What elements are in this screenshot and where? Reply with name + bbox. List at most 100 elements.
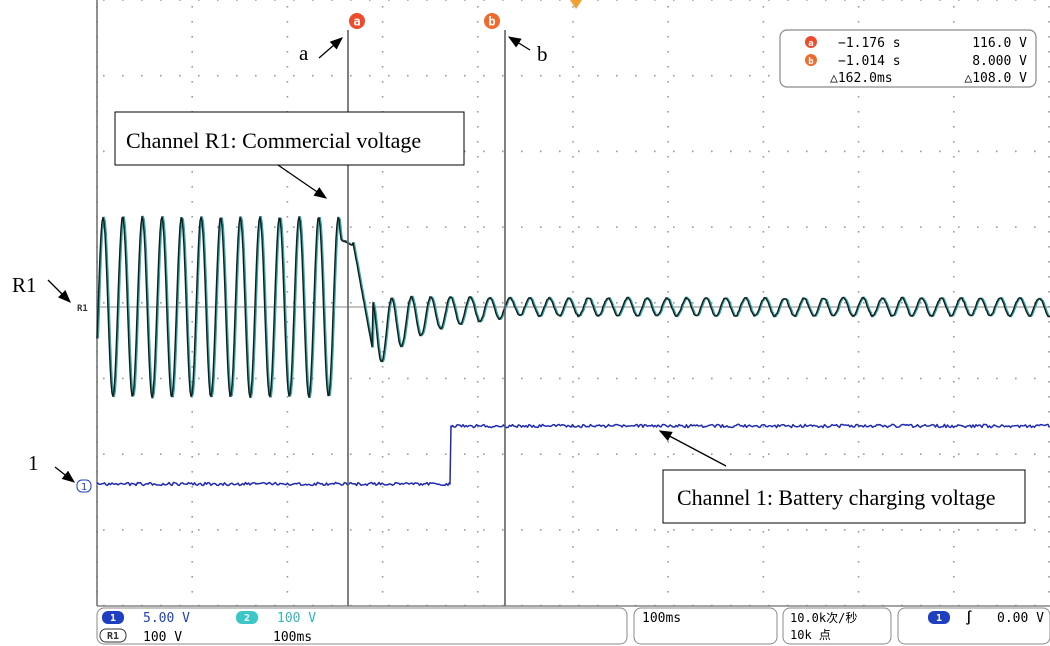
grid-dot — [667, 6, 669, 8]
grid-dot — [382, 96, 384, 98]
grid-dot — [287, 291, 289, 293]
grid-dot — [977, 0, 979, 1]
readout-a-time: −1.176 s — [838, 36, 901, 51]
grid-dot — [667, 276, 669, 278]
grid-dot — [572, 546, 574, 548]
grid-dot — [572, 36, 574, 38]
grid-dot — [477, 21, 479, 23]
trigger-position-marker[interactable] — [570, 0, 582, 9]
grid-dot — [191, 576, 193, 578]
readout-delta-time: △162.0ms — [830, 71, 893, 86]
grid-dot — [483, 226, 485, 228]
grid-dot — [977, 151, 979, 153]
grid-dot — [654, 529, 656, 531]
grid-dot — [578, 302, 580, 304]
grid-dot — [287, 456, 289, 458]
grid-dot — [179, 0, 181, 1]
readout-a-value: 116.0 V — [972, 36, 1027, 51]
r1-time-value: 100ms — [273, 630, 312, 645]
grid-dot — [953, 561, 955, 563]
grid-dot — [882, 529, 884, 531]
grid-dot — [768, 0, 770, 1]
grid-dot — [274, 226, 276, 228]
grid-dot — [477, 141, 479, 143]
grid-dot — [953, 411, 955, 413]
grid-dot — [350, 0, 352, 1]
grid-dot — [477, 531, 479, 533]
grid-dot — [806, 0, 808, 1]
grid-dot — [477, 51, 479, 53]
grid-dot — [1015, 378, 1017, 380]
grid-dot — [572, 291, 574, 293]
grid-dot — [578, 378, 580, 380]
grid-dot — [477, 516, 479, 518]
grid-dot — [293, 529, 295, 531]
grid-dot — [191, 171, 193, 173]
grid-dot — [141, 0, 143, 1]
grid-dot — [382, 231, 384, 233]
grid-dot — [953, 546, 955, 548]
grid-dot — [287, 411, 289, 413]
grid-dot — [287, 531, 289, 533]
grid-dot — [730, 151, 732, 153]
grid-dot — [844, 226, 846, 228]
grid-dot — [763, 411, 765, 413]
grid-dot — [464, 0, 466, 1]
ch1-level-marker[interactable]: 1 — [77, 480, 91, 493]
grid-dot — [369, 529, 371, 531]
r1-level-marker[interactable]: R1 — [77, 304, 88, 314]
grid-dot — [445, 226, 447, 228]
grid-dot — [331, 75, 333, 77]
grid-dot — [953, 291, 955, 293]
grid-dot — [293, 0, 295, 1]
grid-dot — [103, 302, 105, 304]
grid-dot — [572, 411, 574, 413]
grid-dot — [763, 396, 765, 398]
grid-dot — [572, 276, 574, 278]
grid-dot — [958, 151, 960, 153]
cursor-a-badge[interactable]: a — [349, 13, 365, 29]
grid-dot — [255, 529, 257, 531]
ch2-scale-value: 100 V — [277, 611, 316, 626]
grid-dot — [953, 156, 955, 158]
grid-dot — [236, 75, 238, 77]
cursor-b-badge[interactable]: b — [484, 13, 500, 29]
grid-dot — [858, 576, 860, 578]
grid-dot — [287, 486, 289, 488]
grid-dot — [141, 302, 143, 304]
grid-dot — [711, 529, 713, 531]
grid-dot — [635, 226, 637, 228]
grid-dot — [572, 66, 574, 68]
grid-dot — [844, 151, 846, 153]
grid-dot — [179, 75, 181, 77]
grid-dot — [654, 453, 656, 455]
grid-dot — [858, 246, 860, 248]
grid-dot — [763, 531, 765, 533]
grid-dot — [477, 111, 479, 113]
grid-dot — [350, 529, 352, 531]
grid-dot — [953, 111, 955, 113]
grid-dot — [191, 471, 193, 473]
grid-dot — [477, 261, 479, 263]
grid-dot — [287, 6, 289, 8]
grid-dot — [673, 226, 675, 228]
grid-dot — [654, 302, 656, 304]
grid-dot — [559, 226, 561, 228]
label-r1: R1 — [12, 273, 37, 297]
grid-dot — [407, 0, 409, 1]
grid-dot — [477, 216, 479, 218]
grid-dot — [312, 0, 314, 1]
grid-dot — [198, 378, 200, 380]
grid-dot — [806, 378, 808, 380]
grid-dot — [730, 226, 732, 228]
grid-dot — [236, 529, 238, 531]
grid-dot — [939, 226, 941, 228]
grid-dot — [953, 141, 955, 143]
grid-dot — [293, 226, 295, 228]
grid-dot — [578, 529, 580, 531]
grid-dot — [953, 21, 955, 23]
grid-dot — [572, 6, 574, 8]
grid-dot — [763, 246, 765, 248]
grid-dot — [559, 378, 561, 380]
grid-dot — [141, 453, 143, 455]
